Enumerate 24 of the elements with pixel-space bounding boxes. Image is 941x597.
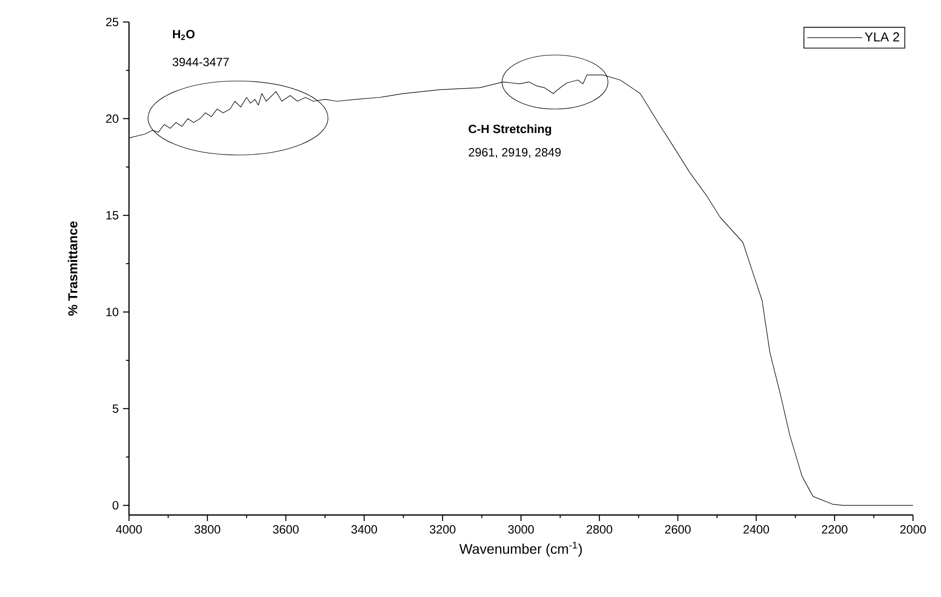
y-tick-label: 10 [106,308,118,316]
x-tick-label: 2800 [586,525,612,534]
annotation: H$_{2}$O [173,30,195,40]
x-tick-label: 2000 [900,525,926,534]
x-tick-label: 2200 [822,525,848,534]
x-tick-label: 2600 [665,525,691,534]
y-tick-label: 5 [112,404,118,413]
x-tick-label: 3000 [508,525,534,534]
x-tick-label: 3600 [272,525,299,534]
y-tick-label: 25 [106,18,118,26]
y-tick-label: 15 [106,211,118,220]
x-tick-label: 4000 [116,525,142,534]
y-tick-label: 20 [106,114,118,123]
y-tick-label: 0 [112,501,118,510]
y-axis-title: % Trasmittance [68,221,78,316]
x-axis-title: Wavenumber (cm$^{-1}$) [459,542,582,557]
x-tick-label: 3800 [194,525,220,534]
annotation: 3944-3477 [172,58,229,66]
x-tick-label: 2400 [743,525,770,534]
x-tick-label: 3200 [430,525,456,534]
annotation: C-H Stretching [468,124,552,136]
annotation: 2961, 2919, 2849 [468,148,561,158]
x-tick-label: 3400 [351,525,378,534]
legend-label: YLA 2 [864,32,900,42]
